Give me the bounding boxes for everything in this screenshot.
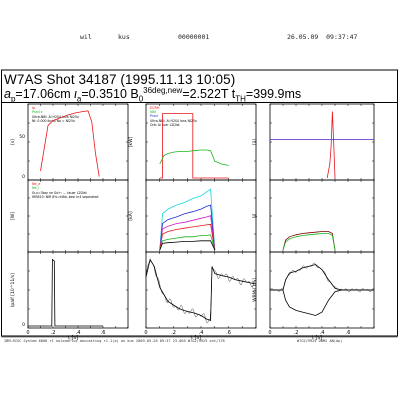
y-axis-label-right-mid: [J] bbox=[252, 213, 258, 218]
panel-frame-right-top bbox=[269, 103, 375, 181]
legend-entry-mid-top: NBI bbox=[150, 110, 156, 114]
annotation-left-top: Ultra-NBI: Ai H2S4 ions NI25x bbox=[32, 115, 79, 119]
series-noise-mid-bot bbox=[145, 261, 257, 324]
series-line-left-bot-spike bbox=[28, 258, 103, 327]
x-tick-label-right-bot: 0 bbox=[268, 330, 271, 336]
y-tick-label-left-top: 50 bbox=[19, 134, 25, 140]
legend-entry-mid-top: ECRH bbox=[150, 106, 160, 110]
y-tick-label-left-top: 0 bbox=[22, 174, 25, 180]
y-axis-label-mid-top: [kW] bbox=[128, 136, 134, 147]
series-line-mid-mid-cyan bbox=[159, 188, 216, 251]
legend-entry-mid-top: Prad bbox=[150, 114, 158, 118]
series-line-right-top-red bbox=[326, 111, 336, 179]
panel-frame-left-bot bbox=[27, 251, 129, 329]
x-tick-label-left-bot: .2 bbox=[51, 330, 56, 336]
series-line-left-top-Ip bbox=[40, 110, 100, 177]
annotation-left-mid: HIR810: NIR 8%=kWo..kesr in4 separated bbox=[32, 195, 98, 199]
x-tick-label-right-bot: .6 bbox=[346, 330, 351, 336]
header-user: wil bbox=[80, 33, 92, 41]
annotation-mid-top: Ultra-NBI: Ai H2S4 ions NI25x bbox=[150, 119, 197, 123]
x-tick-label-mid-bot: .6 bbox=[226, 330, 231, 336]
x-tick-label-left-bot: 0 bbox=[26, 330, 29, 336]
legend-entry-left-mid: Ne_e bbox=[32, 182, 40, 186]
x-axis-label-right-bot: t [s] bbox=[312, 335, 322, 341]
annotation-left-mid: Sr.x=3bar ne Gd+: ... tauer L2Dist bbox=[32, 191, 88, 195]
b-sup: 36deg,new bbox=[143, 86, 183, 95]
series-line-mid-top-green bbox=[159, 149, 229, 166]
annotation-left-top: NI: 0.000 ibridi No = NI25x bbox=[32, 119, 75, 123]
x-tick-label-mid-bot: .4 bbox=[199, 330, 204, 336]
y-tick-label-left-bot: 0 bbox=[22, 322, 25, 328]
figure-frame bbox=[1, 69, 398, 337]
t-sub: TH bbox=[235, 94, 246, 104]
series-line-mid-mid-magenta bbox=[159, 215, 216, 251]
x-tick-label-right-bot: .2 bbox=[294, 330, 299, 336]
legend-entry-left-top: Ip bbox=[32, 106, 35, 110]
x-tick-label-right-bot: .4 bbox=[320, 330, 325, 336]
series-line-right-mid-darkred bbox=[282, 231, 336, 251]
b-value: =2.522T t bbox=[182, 87, 236, 102]
ap-value: =17.06cm bbox=[15, 87, 75, 102]
x-axis-label-left-bot: t [s] bbox=[68, 335, 78, 341]
ap-symbol: a bbox=[4, 87, 11, 102]
t-value: =399.9ms bbox=[245, 87, 302, 102]
x-tick-label-left-bot: .6 bbox=[101, 330, 106, 336]
x-tick-label-left-bot: .4 bbox=[76, 330, 81, 336]
ap-sub: p bbox=[10, 94, 16, 104]
header-host: kus bbox=[118, 33, 130, 41]
series-line-right-bot-upper bbox=[270, 264, 374, 291]
series-line-mid-mid-blue bbox=[159, 204, 216, 251]
series-line-mid-top-red bbox=[159, 113, 229, 179]
series-line-mid-mid-black bbox=[159, 240, 216, 251]
series-line-mid-mid-green bbox=[159, 234, 216, 251]
b-sub: 0 bbox=[138, 94, 144, 104]
header-number: 00000001 bbox=[178, 33, 210, 41]
footer-left: IBM-RISC System 6000 r1 noloadflux dovca… bbox=[4, 339, 225, 343]
header-datetime: 26.05.09 09:37:47 bbox=[287, 33, 358, 41]
series-noise-right-bot bbox=[269, 262, 375, 293]
iota-value: =0.3510 B bbox=[81, 87, 139, 102]
x-tick-label-mid-bot: .2 bbox=[171, 330, 176, 336]
y-axis-label-left-bot: Ipalf [10^11/s] bbox=[10, 273, 16, 307]
annotation-mid-top: Orb: Ai tuer L2Dist bbox=[150, 123, 180, 127]
x-axis-label-mid-bot: t [s] bbox=[191, 335, 201, 341]
footer-right: W7G2/9925 OBM2 AN(Ap) bbox=[297, 339, 343, 343]
iota-symbol: ι bbox=[74, 87, 77, 102]
y-axis-label-mid-mid: [kA] bbox=[128, 211, 134, 220]
series-line-right-bot-lower bbox=[270, 289, 374, 316]
y-axis-label-left-top: [s] bbox=[10, 139, 16, 145]
y-axis-label-left-mid: [W] bbox=[10, 212, 16, 220]
y-axis-label-right-bot: WBM [1.5] bbox=[252, 278, 258, 302]
x-tick-label-mid-bot: 0 bbox=[144, 330, 147, 336]
legend-entry-left-top: Prad x bbox=[32, 110, 43, 114]
legend-entry-left-mid: Ne_i bbox=[32, 186, 39, 190]
page-title: W7AS Shot 34187 (1995.11.13 10:05) bbox=[4, 72, 236, 87]
parameter-line: ap=17.06cm ιa=0.3510 B036deg,new=2.522T … bbox=[4, 86, 301, 104]
y-axis-label-right-top: [1] bbox=[252, 139, 258, 146]
series-line-mid-mid-red bbox=[159, 223, 216, 251]
iota-sub: a bbox=[76, 94, 82, 104]
series-line-mid-bot-black bbox=[145, 258, 257, 321]
series-line-right-mid-green bbox=[282, 233, 336, 251]
